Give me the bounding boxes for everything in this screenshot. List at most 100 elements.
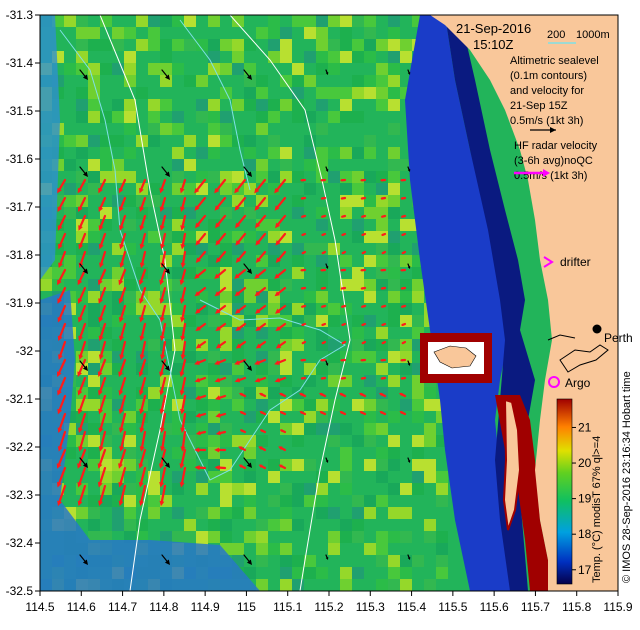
sst-pixel bbox=[388, 411, 400, 423]
altimetry-arrow bbox=[79, 263, 88, 274]
radar-arrow bbox=[339, 411, 347, 416]
radar-arrow bbox=[194, 447, 207, 453]
sst-pixel bbox=[376, 459, 388, 471]
radar-arrow bbox=[215, 250, 227, 263]
x-tick-label: 115.7 bbox=[521, 600, 550, 614]
sst-pixel bbox=[352, 339, 364, 351]
sst-pixel bbox=[256, 159, 268, 171]
sst-pixel bbox=[292, 111, 304, 123]
radar-arrow bbox=[321, 304, 327, 308]
sst-pixel bbox=[316, 147, 328, 159]
sst-pixel bbox=[172, 303, 184, 315]
sst-pixel bbox=[148, 483, 160, 495]
radar-arrow bbox=[57, 214, 67, 231]
sst-pixel bbox=[124, 63, 136, 75]
radar-arrow bbox=[215, 232, 227, 246]
sst-pixel bbox=[88, 375, 100, 387]
sst-pixel bbox=[208, 39, 220, 51]
radar-arrow bbox=[401, 322, 407, 327]
sst-pixel bbox=[244, 39, 256, 51]
radar-arrow bbox=[98, 214, 107, 231]
sst-pixel bbox=[184, 231, 196, 243]
sst-pixel bbox=[244, 99, 256, 111]
sst-pixel bbox=[160, 123, 172, 135]
sst-pixel bbox=[232, 39, 244, 51]
radar-arrow bbox=[139, 340, 147, 360]
sst-pixel bbox=[316, 291, 328, 303]
radar-arrow bbox=[97, 448, 107, 469]
colorbar-gradient bbox=[556, 398, 573, 585]
sst-pixel bbox=[184, 207, 196, 219]
radar-arrow bbox=[194, 286, 207, 297]
radar-arrow bbox=[235, 232, 247, 246]
radar-arrow bbox=[341, 304, 347, 308]
sst-pixel bbox=[100, 171, 112, 183]
sst-pixel bbox=[328, 15, 340, 27]
sst-pixel bbox=[292, 207, 304, 219]
sst-pixel bbox=[172, 231, 184, 243]
x-tick-label: 114.8 bbox=[149, 600, 178, 614]
radar-arrow bbox=[301, 322, 307, 327]
sst-pixel bbox=[328, 63, 340, 75]
sst-pixel bbox=[88, 495, 100, 507]
sst-pixel bbox=[196, 483, 208, 495]
radar-arrow bbox=[139, 394, 147, 415]
sst-pixel bbox=[268, 315, 280, 327]
sst-pixel bbox=[232, 387, 244, 399]
radar-arrow bbox=[255, 214, 267, 229]
radar-arrow bbox=[258, 464, 267, 470]
sst-pixel bbox=[376, 231, 388, 243]
sst-pixel bbox=[148, 339, 160, 351]
radar-arrow bbox=[275, 250, 287, 263]
radar-arrow bbox=[381, 250, 387, 255]
sst-pixel bbox=[244, 75, 256, 87]
sst-pixel bbox=[316, 39, 328, 51]
sst-pixel bbox=[88, 519, 100, 531]
x-tick-label: 114.6 bbox=[67, 600, 96, 614]
sst-pixel bbox=[64, 15, 76, 27]
radar-arrow bbox=[57, 466, 67, 488]
sst-pixel bbox=[292, 555, 304, 567]
radar-arrow bbox=[119, 214, 127, 231]
sst-pixel bbox=[256, 519, 268, 531]
sst-pixel bbox=[268, 219, 280, 231]
sealevel-contour-north bbox=[179, 19, 251, 191]
radar-arrow bbox=[215, 322, 227, 332]
radar-arrow bbox=[360, 358, 367, 362]
sst-pixel bbox=[208, 171, 220, 183]
y-tick-label: -32.4 bbox=[6, 536, 34, 550]
sst-pixel bbox=[112, 483, 124, 495]
radar-arrow bbox=[399, 411, 407, 416]
sst-pixel bbox=[352, 231, 364, 243]
sst-pixel bbox=[292, 483, 304, 495]
sst-pixel bbox=[364, 75, 376, 87]
sst-pixel bbox=[352, 519, 364, 531]
sst-pixel bbox=[220, 375, 232, 387]
radar-arrow bbox=[118, 358, 127, 377]
sst-pixel bbox=[256, 111, 268, 123]
sst-pixel bbox=[88, 171, 100, 183]
radar-arrow bbox=[301, 250, 307, 255]
sst-pixel bbox=[256, 435, 268, 447]
sst-pixel bbox=[148, 111, 160, 123]
sst-pixel bbox=[280, 507, 292, 519]
radar-arrow bbox=[139, 412, 147, 433]
altimetry-arrow bbox=[325, 263, 329, 269]
radar-arrow bbox=[321, 322, 327, 327]
sst-pixel bbox=[196, 111, 208, 123]
sst-pixel bbox=[208, 519, 220, 531]
colorbar-label: Temp. (°C) modisT 67% ql>=4 bbox=[591, 436, 603, 583]
sst-pixel bbox=[244, 147, 256, 159]
sst-pixel bbox=[232, 171, 244, 183]
radar-arrow bbox=[57, 376, 67, 396]
radar-arrow bbox=[238, 446, 247, 452]
radar-arrow bbox=[77, 376, 87, 396]
sst-pixel bbox=[208, 507, 220, 519]
sst-pixel bbox=[244, 279, 256, 291]
radar-arrow bbox=[214, 358, 227, 365]
altimetry-legend-line-2: (0.1m contours) bbox=[510, 70, 587, 82]
radar-arrow bbox=[274, 268, 287, 279]
isobaths bbox=[99, 15, 351, 591]
sst-pixel bbox=[88, 111, 100, 123]
sst-pixel bbox=[412, 555, 424, 567]
